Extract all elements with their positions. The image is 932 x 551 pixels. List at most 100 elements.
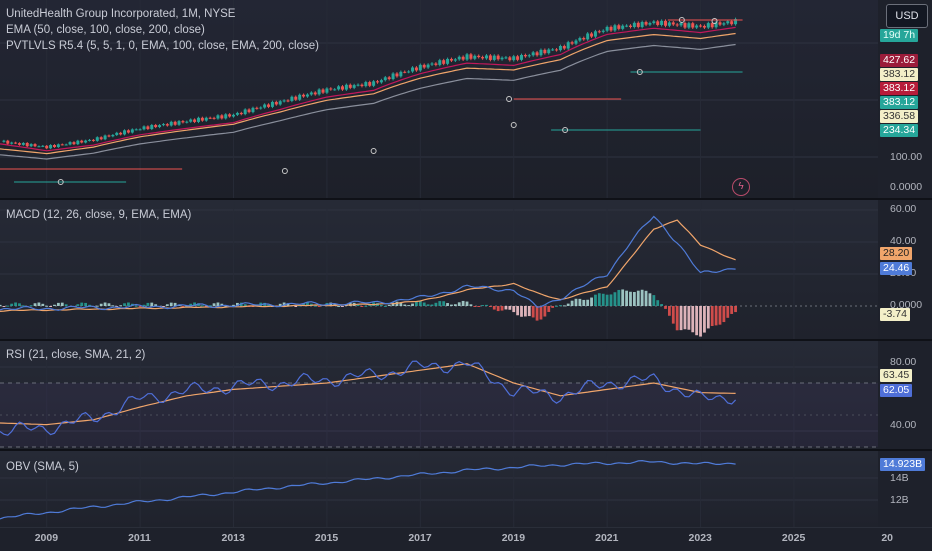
candle [500,57,504,60]
time-axis[interactable] [0,527,932,551]
histogram-bar [496,306,500,312]
price-axis-label: 0.0000 [890,181,923,193]
pivot-marker [370,148,377,154]
obv-legend[interactable]: OBV (SMA, 5) [6,461,79,473]
price-legend-title[interactable]: UnitedHealth Group Incorporated, 1M, NYS… [6,8,236,20]
histogram-bar [224,305,228,307]
histogram-bar [656,300,660,306]
macd-legend[interactable]: MACD (12, 26, close, 9, EMA, EMA) [6,209,192,221]
rsi-line [0,360,737,436]
histogram-bar [64,304,68,306]
lightning-bolt-icon[interactable]: ϟ [732,178,750,196]
histogram-bar [547,306,551,312]
histogram-bar [267,304,270,306]
rsi-legend[interactable]: RSI (21, close, SMA, 21, 2) [6,349,146,361]
histogram-bar [434,302,438,306]
histogram-bar [523,306,527,317]
histogram-bar [407,305,411,307]
candle [158,125,162,128]
candle [212,117,216,119]
candle [267,104,271,107]
currency-button[interactable]: USD [886,4,928,28]
candle [286,100,290,102]
histogram-bar [570,300,574,306]
histogram-bar [574,298,578,306]
price-chart[interactable] [0,0,878,198]
pvtlvls-legend[interactable]: PVTLVLS R5.4 (5, 5, 1, 0, EMA, 100, clos… [6,40,319,52]
histogram-bar [127,302,130,306]
candle [45,145,49,149]
price-tag: 427.62 [880,54,919,67]
candle [333,89,337,91]
histogram-bar [601,293,605,306]
obv-axis-label: 14B [890,472,909,484]
candle [216,115,220,119]
candle [247,109,251,113]
histogram-bar [387,304,391,306]
candle [329,88,333,90]
pane-separator[interactable] [0,449,932,451]
rsi-ma-line [0,363,736,426]
candle [17,143,21,145]
candle [683,23,687,28]
time-axis-label: 2013 [221,532,245,544]
pivot-marker [510,122,517,128]
obv-chart[interactable] [0,451,878,527]
candle [399,71,403,77]
histogram-bar [520,306,523,317]
candle [348,84,352,88]
histogram-bar [613,292,617,306]
candle [313,92,317,95]
histogram-bar [123,303,126,306]
time-axis-label: 2021 [595,532,619,544]
candle [547,49,551,54]
candle [302,94,306,97]
candle [235,112,239,115]
candle [636,22,640,27]
candle [352,85,356,88]
candle [613,25,617,31]
obv-pane[interactable]: OBV (SMA, 5) [0,451,878,527]
rsi-pane[interactable]: RSI (21, close, SMA, 21, 2) [0,341,878,449]
histogram-bar [691,306,695,333]
macd-tag: 24.46 [880,262,913,275]
ema-legend[interactable]: EMA (50, close, 100, close, 200, close) [6,24,205,36]
candle [465,54,469,60]
histogram-bar [418,300,422,306]
candle [430,63,434,65]
time-axis-label: 2011 [128,532,151,544]
candle [364,82,368,87]
histogram-bar [442,301,446,306]
histogram-bar [165,304,169,306]
candle [570,42,574,44]
histogram-bar [317,306,321,307]
pane-separator[interactable] [0,198,932,200]
histogram-bar [586,299,590,306]
candle [496,55,500,60]
candle [492,55,496,60]
candle [628,25,632,27]
histogram-bar [169,302,173,306]
macd-pane[interactable]: MACD (12, 26, close, 9, EMA, EMA) [0,200,878,339]
candle [344,84,348,90]
histogram-bar [415,301,418,306]
candle [504,57,508,59]
candle [617,25,621,29]
candle [64,144,68,146]
macd-chart[interactable] [0,200,878,339]
candle [91,139,95,141]
histogram-bar [103,302,107,306]
price-pane[interactable]: UnitedHealth Group Incorporated, 1M, NYS… [0,0,878,198]
histogram-bar [632,292,636,306]
candle [675,24,679,26]
candle [574,40,578,44]
histogram-bar [453,304,457,306]
histogram-bar [60,302,64,306]
obv-line [0,459,736,520]
pane-separator[interactable] [0,339,932,341]
candle [200,117,204,121]
candle [484,55,488,59]
histogram-bar [644,290,648,306]
histogram-bar [380,304,383,306]
rsi-chart[interactable] [0,341,878,449]
